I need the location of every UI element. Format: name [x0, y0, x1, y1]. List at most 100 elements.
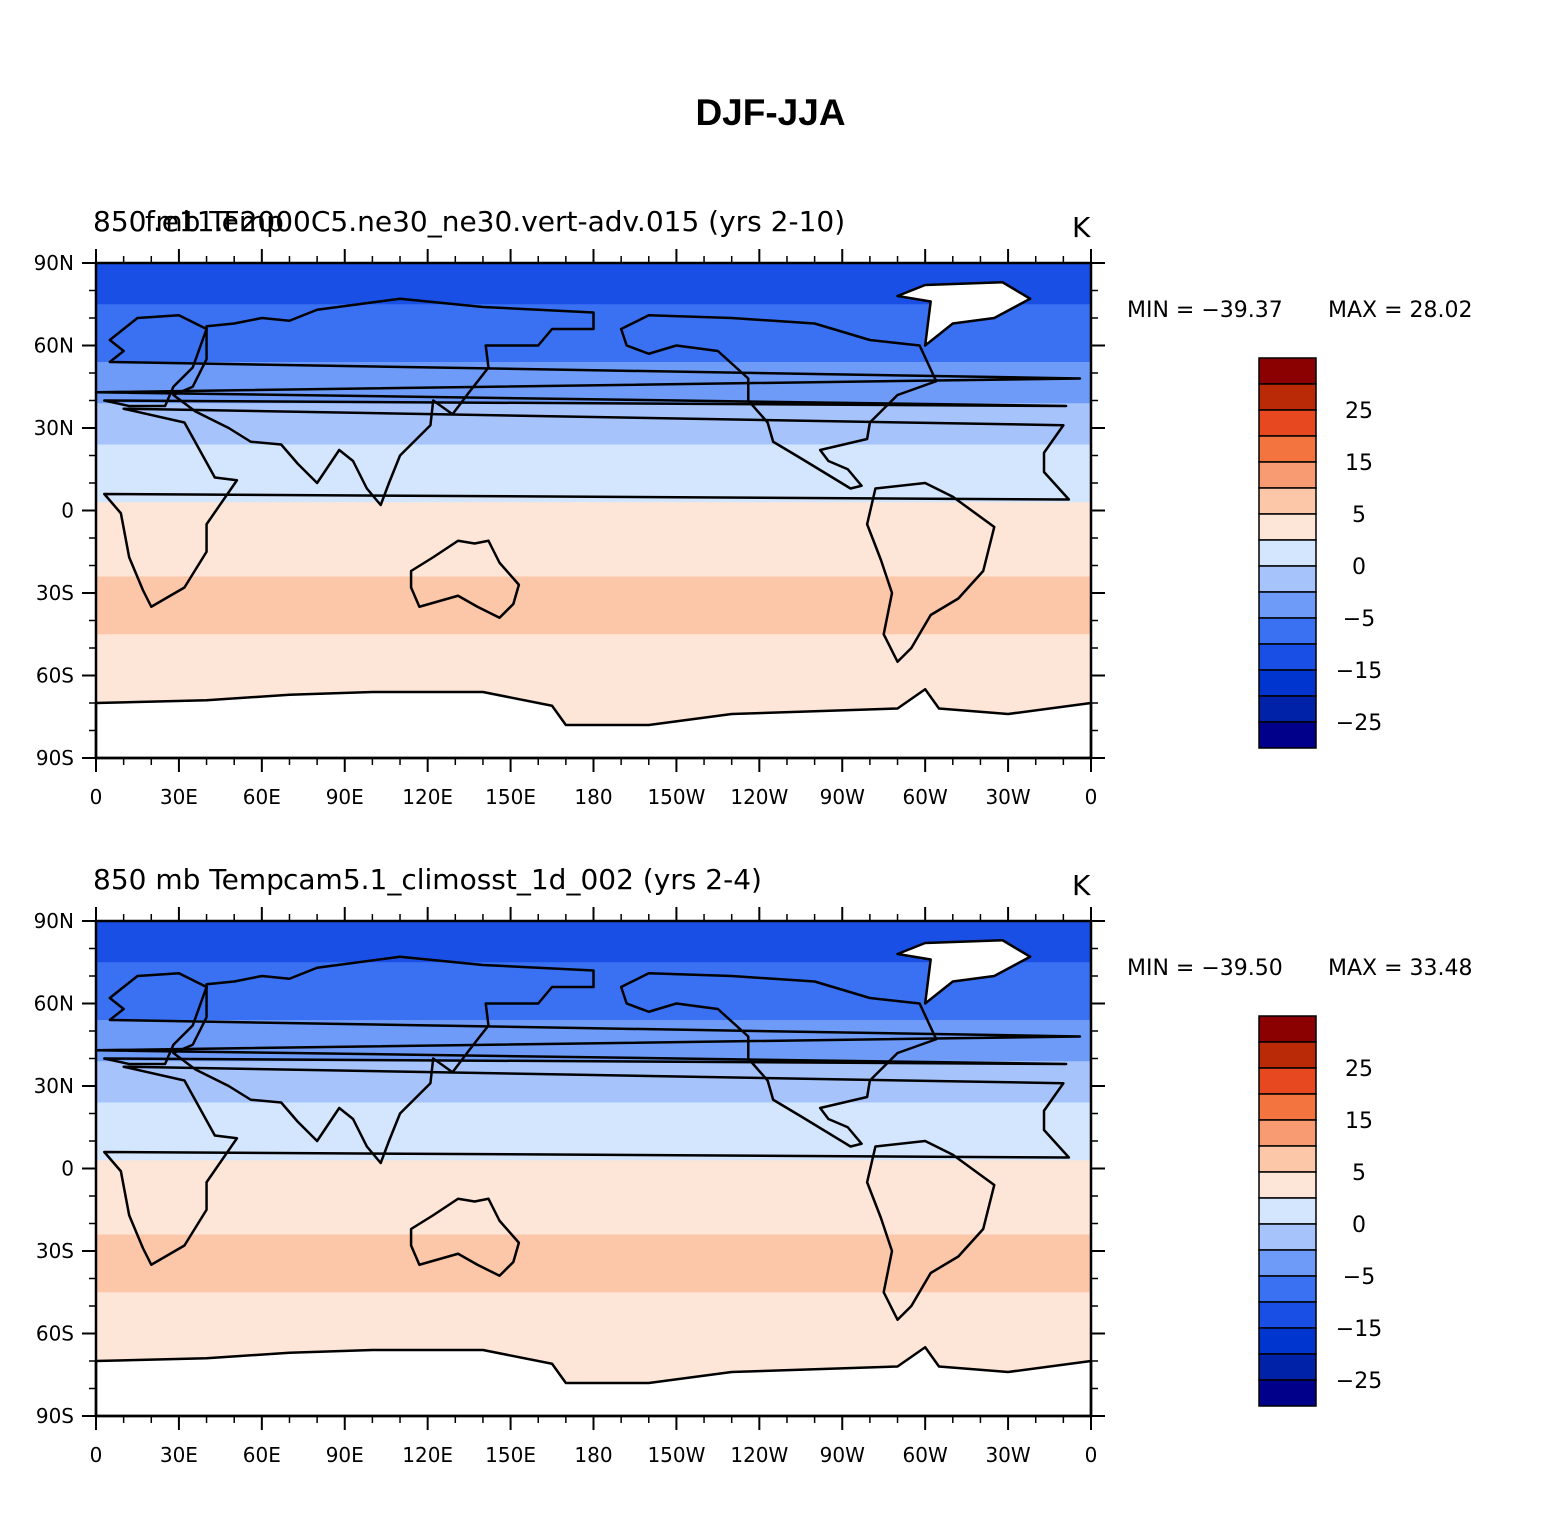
colorbar-box — [1258, 591, 1317, 619]
colorbar-box — [1258, 1379, 1317, 1407]
x-tick-label: 30W — [985, 785, 1030, 809]
field-band — [96, 995, 1091, 1005]
field-band — [96, 1341, 1091, 1351]
field-band — [96, 378, 1091, 388]
field-band — [96, 518, 1091, 528]
y-tick-label: 90S — [36, 746, 74, 770]
colorbar-label: −25 — [1336, 711, 1382, 736]
field-band — [96, 1308, 1091, 1318]
field-band — [96, 642, 1091, 652]
colorbar-box — [1258, 1327, 1317, 1355]
x-tick-label: 60E — [243, 1443, 281, 1467]
x-tick-label: 180 — [574, 1443, 612, 1467]
colorbar-box — [1258, 1145, 1317, 1173]
colorbar-box — [1258, 383, 1317, 411]
field-band — [96, 1242, 1091, 1252]
panel-center-title: f.e11.F2000C5.ne30_ne30.vert-adv.015 (yr… — [145, 205, 845, 238]
coastline-europe — [94, 314, 1082, 408]
colorbar-label: 15 — [1345, 1109, 1373, 1134]
coastline-north-america — [619, 972, 938, 1148]
field-band — [96, 1259, 1091, 1269]
field-band — [96, 485, 1091, 495]
colorbar-box — [1258, 1223, 1317, 1251]
field-band — [96, 708, 1091, 718]
field-band — [96, 650, 1091, 660]
field-band — [96, 987, 1091, 996]
x-tick-label: 30E — [160, 1443, 198, 1467]
field-band — [96, 1020, 1091, 1029]
y-tick-label: 90N — [34, 909, 74, 933]
colorbar-box — [1258, 1249, 1317, 1277]
y-tick-label: 30N — [34, 416, 74, 440]
field-band — [96, 1284, 1091, 1293]
field-band — [96, 1185, 1091, 1194]
colorbar-box — [1258, 1067, 1317, 1095]
field-band — [96, 386, 1091, 396]
y-tick-label: 60N — [34, 334, 74, 358]
x-tick-label: 120E — [402, 1443, 453, 1467]
colorbar-box — [1258, 1197, 1317, 1225]
colorbar-box — [1258, 357, 1317, 385]
coastline-greenland — [896, 281, 1032, 347]
x-tick-label: 0 — [1085, 785, 1098, 809]
colorbar-box — [1258, 409, 1317, 437]
x-tick-label: 0 — [90, 785, 103, 809]
field-band — [96, 353, 1091, 363]
field-band — [96, 428, 1091, 437]
colorbar-box — [1258, 1119, 1317, 1147]
field-band — [96, 1358, 1091, 1368]
colorbar-box — [1258, 1015, 1317, 1043]
x-tick-label: 90W — [820, 1443, 865, 1467]
x-tick-label: 150E — [485, 785, 536, 809]
field-band — [96, 1176, 1091, 1186]
field-band — [96, 683, 1091, 693]
map-svg-bottom: 90N 60N 30N 0 30S 60S 90S 0 30E 60E 90E 120E 150E 180… — [34, 863, 1473, 1467]
x-tick-label: 0 — [1085, 1443, 1098, 1467]
y-tick-label: 30S — [36, 1239, 74, 1263]
field-band — [96, 1028, 1091, 1038]
field-band — [96, 1102, 1091, 1112]
colorbar-box — [1258, 461, 1317, 489]
field-band — [96, 962, 1091, 972]
field-band — [96, 510, 1091, 520]
field-band — [96, 1251, 1091, 1260]
x-tick-label: 90E — [326, 785, 364, 809]
field-band — [96, 452, 1091, 462]
coastline-asia — [172, 955, 595, 1165]
field-band — [96, 1209, 1091, 1219]
x-tick-label: 60W — [903, 785, 948, 809]
x-tick-label: 0 — [90, 1443, 103, 1467]
x-tick-label: 90E — [326, 1443, 364, 1467]
panel-units: K — [1072, 211, 1091, 244]
field-band — [96, 675, 1091, 685]
x-tick-label: 150W — [647, 1443, 705, 1467]
colorbar-box — [1258, 435, 1317, 463]
colorbar-box — [1258, 695, 1317, 723]
field-band — [96, 279, 1091, 289]
colorbar-box — [1258, 539, 1317, 567]
x-tick-label: 150E — [485, 1443, 536, 1467]
figure-title: DJF-JJA — [695, 92, 846, 133]
field-band — [96, 1300, 1091, 1310]
field-band — [96, 263, 1091, 272]
y-tick-label: 60S — [36, 1322, 74, 1346]
field-band — [96, 329, 1091, 338]
field-band — [96, 1160, 1091, 1170]
coastline-africa — [103, 1065, 1071, 1266]
field-band — [96, 700, 1091, 710]
x-tick-label: 120W — [730, 1443, 788, 1467]
field-band — [96, 477, 1091, 487]
field-band — [96, 1333, 1091, 1343]
field-band — [96, 560, 1091, 569]
field-band — [96, 1366, 1091, 1376]
colorbar-box — [1258, 1353, 1317, 1381]
panel-left-title: 850 mb Temp — [93, 205, 284, 238]
field-band — [96, 370, 1091, 380]
field-band — [96, 551, 1091, 561]
field-band — [96, 1135, 1091, 1145]
coastline-europe — [94, 972, 1082, 1066]
field-band — [96, 1119, 1091, 1128]
field-band — [96, 568, 1091, 578]
field-band — [96, 609, 1091, 619]
x-tick-label: 30W — [985, 1443, 1030, 1467]
